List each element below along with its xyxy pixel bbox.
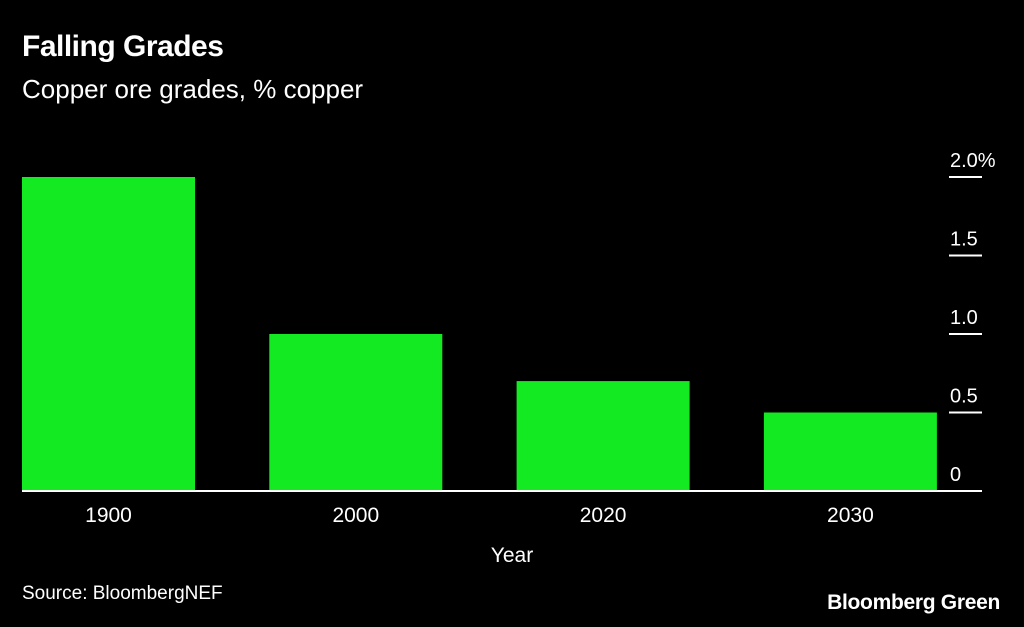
- bar-2030: [763, 412, 937, 491]
- x-tick-label: 1900: [85, 504, 132, 527]
- y-tick-label: 2.0%: [950, 150, 996, 172]
- bar-2000: [269, 334, 443, 491]
- y-tick-label: 1.0: [950, 307, 978, 329]
- brand-logo: Bloomberg Green: [827, 591, 1000, 614]
- y-tick-label: 1.5: [950, 229, 978, 251]
- y-axis: 0 0.5 1.0 1.5 2.0%: [949, 150, 996, 486]
- bar-1900: [22, 177, 195, 491]
- x-axis-label: Year: [491, 544, 533, 567]
- x-tick-label: 2020: [580, 504, 627, 527]
- y-tick-label: 0.5: [950, 386, 978, 408]
- bar-2020: [516, 381, 690, 491]
- source-note: Source: BloombergNEF: [22, 583, 223, 604]
- bars-group: [22, 177, 937, 491]
- x-tick-label: 2030: [827, 504, 874, 527]
- x-tick-label: 2000: [332, 504, 379, 527]
- chart-title: Falling Grades: [22, 30, 224, 63]
- x-axis: 1900 2000 2020 2030: [85, 504, 874, 527]
- chart-subtitle: Copper ore grades, % copper: [22, 74, 364, 104]
- y-tick-label: 0: [950, 464, 961, 486]
